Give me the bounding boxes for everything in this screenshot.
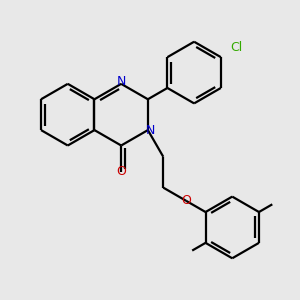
Text: Cl: Cl xyxy=(231,41,243,54)
Text: O: O xyxy=(181,194,191,207)
Text: O: O xyxy=(116,165,126,178)
Text: N: N xyxy=(116,75,126,88)
Text: N: N xyxy=(146,124,155,136)
